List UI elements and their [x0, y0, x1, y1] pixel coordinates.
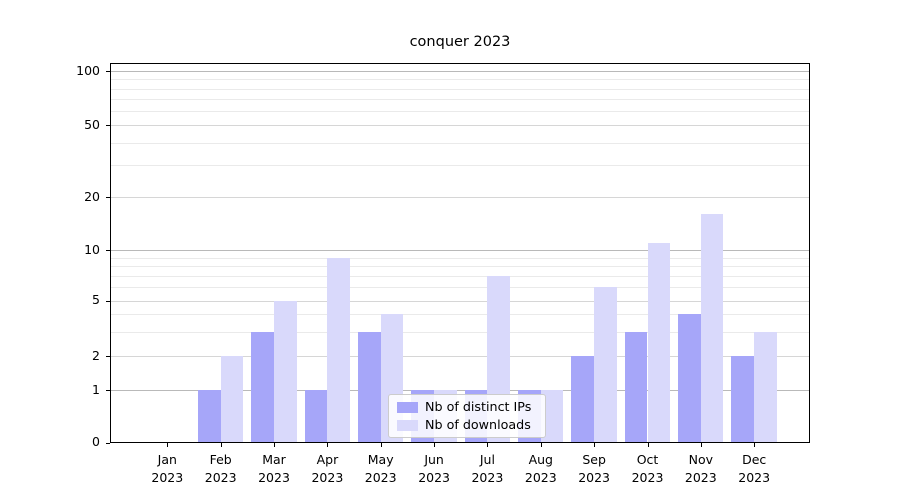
legend-label-distinct-ips: Nb of distinct IPs — [425, 399, 532, 414]
bar-distinct-ips-may — [358, 331, 381, 443]
x-tick-mark — [594, 443, 596, 447]
legend: Nb of distinct IPs Nb of downloads — [388, 394, 546, 439]
x-tick-label: Jul 2023 — [471, 452, 504, 485]
gridline-minor — [110, 165, 810, 167]
y-tick-mark — [106, 71, 110, 72]
legend-item-distinct-ips: Nb of distinct IPs — [397, 399, 537, 414]
bar-downloads-dec — [754, 331, 777, 443]
gridline-major — [110, 356, 810, 357]
gridline-major — [110, 71, 810, 72]
x-tick-label: Jan 2023 — [151, 452, 184, 485]
y-tick-mark — [106, 356, 110, 357]
x-tick-label: May 2023 — [364, 452, 397, 485]
gridline-major — [110, 125, 810, 127]
x-tick-mark — [647, 443, 649, 447]
bar-downloads-sep — [594, 287, 617, 443]
x-tick-label: Jun 2023 — [418, 452, 450, 485]
gridline-minor — [110, 111, 810, 112]
gridline-major — [110, 390, 810, 391]
x-tick-label: Mar 2023 — [258, 452, 290, 485]
chart-title: conquer 2023 — [409, 34, 511, 50]
x-tick-mark — [220, 443, 222, 447]
y-tick-label: 0 — [92, 434, 100, 450]
y-tick-label: 20 — [84, 188, 100, 204]
x-tick-mark — [380, 443, 382, 447]
y-tick-mark — [106, 125, 110, 127]
x-tick-label: Dec 2023 — [738, 452, 771, 485]
x-tick-mark — [274, 443, 275, 447]
y-tick-label: 50 — [84, 116, 100, 132]
bar-downloads-feb — [220, 356, 244, 443]
x-tick-mark — [540, 443, 542, 447]
x-tick-mark — [167, 443, 169, 447]
gridline-minor — [110, 331, 810, 333]
legend-label-downloads: Nb of downloads — [425, 416, 531, 432]
gridline-major — [110, 300, 810, 302]
gridline-minor — [110, 79, 810, 81]
x-tick-label: Aug 2023 — [524, 452, 557, 485]
gridline-minor — [110, 276, 810, 278]
bar-downloads-aug — [540, 390, 564, 443]
legend-swatch-downloads — [397, 419, 418, 431]
x-tick-mark — [487, 443, 489, 447]
gridline-major — [110, 250, 810, 251]
bar-distinct-ips-nov — [678, 314, 701, 443]
gridline-minor — [110, 98, 810, 100]
x-tick-label: Apr 2023 — [311, 452, 344, 485]
legend-swatch-distinct-ips — [397, 401, 418, 413]
y-tick-mark — [106, 300, 110, 302]
gridline-minor — [110, 266, 810, 268]
gridline-minor — [110, 88, 810, 90]
gridline-minor — [110, 257, 810, 259]
bar-distinct-ips-dec — [731, 356, 755, 443]
y-tick-label: 10 — [84, 241, 100, 257]
bar-distinct-ips-sep — [571, 356, 595, 443]
plot-area — [110, 63, 810, 443]
gridline-minor — [110, 314, 810, 316]
bar-distinct-ips-feb — [198, 390, 221, 443]
bar-downloads-apr — [327, 257, 351, 443]
x-tick-mark — [754, 443, 756, 447]
y-tick-mark — [106, 390, 110, 391]
bar-distinct-ips-apr — [304, 390, 328, 443]
legend-item-downloads: Nb of downloads — [397, 416, 537, 432]
x-tick-mark — [327, 443, 329, 447]
y-tick-label: 2 — [92, 347, 100, 363]
y-tick-label: 100 — [76, 62, 100, 78]
gridline-major — [110, 197, 810, 199]
x-tick-mark — [434, 443, 436, 447]
x-tick-label: Sep 2023 — [578, 452, 610, 485]
x-tick-label: Feb 2023 — [204, 452, 237, 485]
bar-downloads-nov — [700, 214, 724, 443]
bar-downloads-mar — [274, 300, 297, 443]
gridline-minor — [110, 142, 810, 144]
bar-distinct-ips-oct — [624, 331, 648, 443]
x-tick-mark — [700, 443, 702, 447]
y-tick-mark — [106, 250, 110, 251]
y-tick-label: 5 — [92, 292, 100, 308]
x-tick-label: Oct 2023 — [631, 452, 664, 485]
y-tick-mark — [106, 197, 110, 199]
bar-downloads-oct — [647, 242, 671, 443]
y-tick-mark — [106, 442, 110, 444]
y-tick-label: 1 — [92, 381, 100, 397]
x-tick-label: Nov 2023 — [684, 452, 717, 485]
gridline-minor — [110, 287, 810, 289]
bar-distinct-ips-mar — [251, 331, 274, 443]
